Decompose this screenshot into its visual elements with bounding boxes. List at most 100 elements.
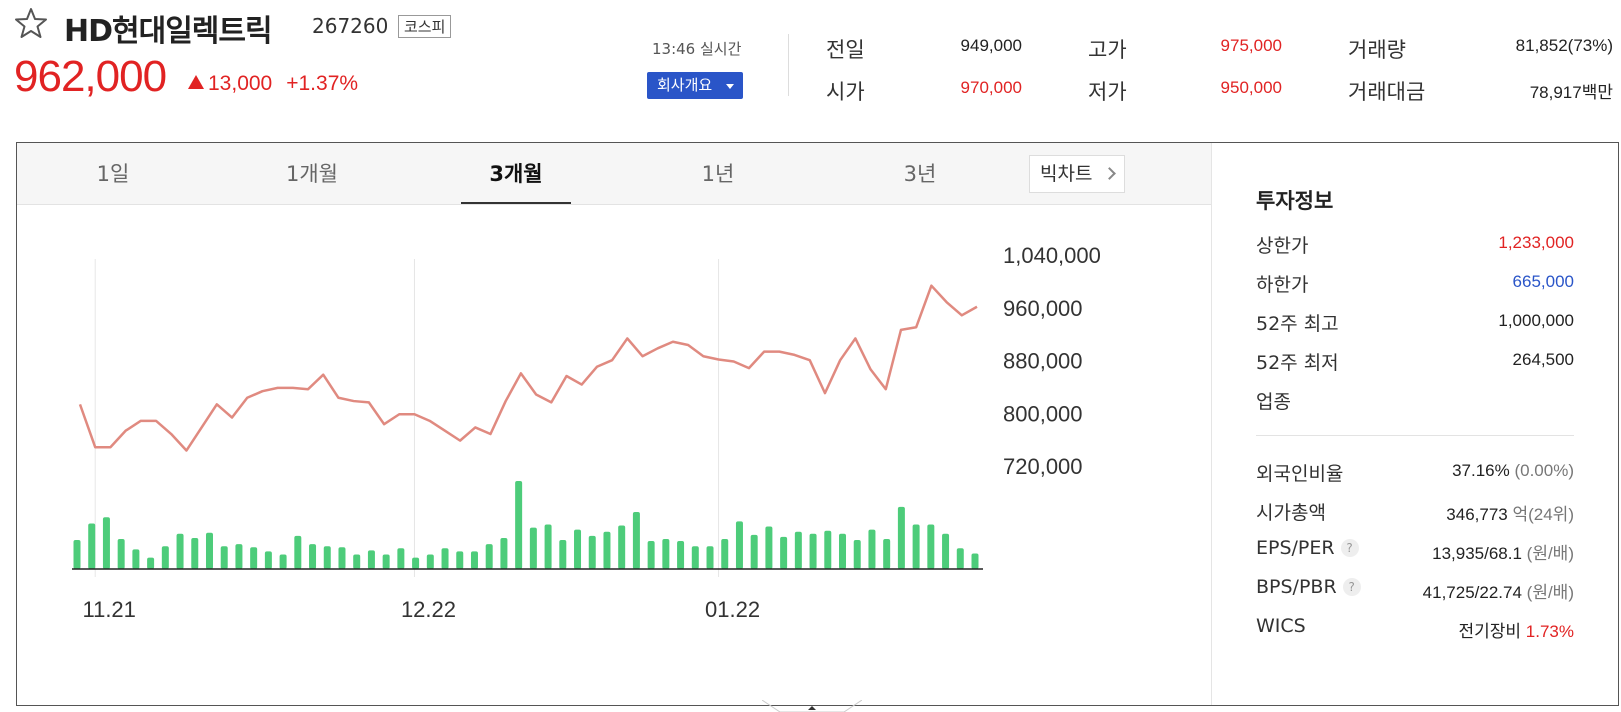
change-amount: 13,000	[208, 72, 273, 95]
caret-down-icon	[726, 84, 734, 89]
investment-row-main-value: 41,725/22.74	[1422, 583, 1522, 602]
stat-label-volume: 거래량	[1348, 38, 1406, 62]
investment-row-label-text: WICS	[1256, 615, 1306, 637]
volume-bar	[161, 546, 169, 569]
price-change: 13,000 +1.37%	[188, 72, 358, 96]
volume-bar	[250, 547, 258, 569]
investment-row-label: 업종	[1256, 391, 1291, 413]
volume-bar	[721, 538, 729, 569]
investment-row-value: 13,935/68.1 (원/배)	[1432, 539, 1574, 564]
volume-bar	[544, 524, 552, 569]
volume-bar	[73, 540, 81, 569]
investment-row: 52주 최고 1,000,000	[1256, 309, 1574, 335]
company-overview-label: 회사개요	[657, 76, 713, 94]
volume-bar	[942, 533, 950, 569]
volume-bar	[220, 546, 228, 569]
up-arrow-icon	[188, 75, 204, 89]
investment-row: 외국인비율 37.16% (0.00%)	[1256, 459, 1574, 486]
company-overview-button[interactable]: 회사개요	[647, 72, 743, 99]
volume-bar	[912, 524, 920, 569]
volume-bar	[294, 535, 302, 569]
volume-bar	[780, 536, 788, 569]
investment-row-label: EPS/PER?	[1256, 537, 1359, 559]
investment-row: 52주 최저 264,500	[1256, 348, 1574, 374]
volume-bar	[956, 548, 964, 569]
volume-bar	[176, 533, 184, 569]
volume-bar	[750, 534, 758, 569]
tab-1month[interactable]: 1개월	[285, 162, 338, 186]
price-chart[interactable]: 11.21 12.22 01.22 1,040,000 960,000 880,000 80…	[17, 205, 1211, 705]
help-icon[interactable]: ?	[1342, 578, 1361, 596]
volume-bar	[397, 548, 405, 569]
investment-row-label-text: 시가총액	[1256, 502, 1326, 524]
volume-bar	[102, 517, 110, 569]
x-tick-label: 01.22	[705, 597, 760, 622]
investment-row-sub-value: (원/배)	[1521, 544, 1574, 563]
volume-bar	[618, 525, 626, 569]
bigchart-button[interactable]: 빅차트	[1029, 155, 1125, 193]
investment-row-main-value: 37.16%	[1452, 461, 1510, 480]
volume-bar	[706, 546, 714, 569]
investment-row-value: 346,773 억(24위)	[1446, 500, 1574, 525]
volume-bar	[279, 554, 287, 569]
volume-bar	[897, 506, 905, 569]
divider	[1211, 143, 1212, 705]
volume-bar	[853, 540, 861, 569]
investment-row-main-value: 전기장비	[1458, 622, 1522, 641]
tab-3month[interactable]: 3개월	[489, 162, 543, 186]
investment-row: EPS/PER? 13,935/68.1 (원/배)	[1256, 537, 1574, 564]
volume-bar	[603, 531, 611, 569]
volume-bar	[485, 544, 493, 569]
volume-bar	[735, 521, 743, 569]
investment-row-main-value: 346,773	[1446, 505, 1508, 524]
investment-row-label: 상한가	[1256, 235, 1309, 257]
stat-value-volume: 81,852(73%)	[1515, 36, 1613, 55]
volume-bar	[559, 540, 567, 569]
y-tick-label: 720,000	[1003, 454, 1083, 479]
stat-value-high: 975,000	[1220, 36, 1282, 55]
volume-bar	[323, 546, 331, 569]
tab-3year[interactable]: 3년	[903, 162, 937, 186]
stat-label-trade-value: 거래대금	[1348, 80, 1426, 104]
chevron-right-icon	[1103, 167, 1116, 180]
market-badge: 코스피	[398, 15, 452, 38]
investment-row-label: 외국인비율	[1256, 459, 1343, 486]
volume-bar	[441, 548, 449, 569]
y-tick-label: 960,000	[1003, 296, 1083, 321]
volume-bar	[809, 533, 817, 569]
stat-label-prev-close: 전일	[826, 38, 865, 62]
volume-bar	[647, 541, 655, 569]
investment-row-value: 41,725/22.74 (원/배)	[1423, 578, 1574, 603]
volume-bar	[470, 551, 478, 569]
volume-bar	[500, 537, 508, 569]
period-tabs: 1일 1개월 3개월 1년 3년 빅차트	[17, 143, 1211, 205]
investment-row: 하한가 665,000	[1256, 270, 1574, 296]
volume-bar	[824, 530, 832, 569]
help-icon[interactable]: ?	[1340, 539, 1359, 557]
tab-1day[interactable]: 1일	[96, 162, 130, 186]
volume-bar	[588, 535, 596, 569]
investment-row-value: 665,000	[1512, 272, 1574, 291]
volume-bar	[382, 554, 390, 569]
y-tick-label: 880,000	[1003, 349, 1083, 374]
volume-bar	[883, 538, 891, 569]
investment-info-title: 투자정보	[1256, 189, 1334, 213]
investment-row-label-text: EPS/PER	[1256, 537, 1335, 559]
investment-row-label: 시가총액	[1256, 498, 1326, 525]
volume-bar	[839, 533, 847, 569]
investment-row-label: 52주 최저	[1256, 352, 1339, 374]
stat-value-open: 970,000	[960, 78, 1022, 97]
stock-name[interactable]: HD현대일렉트릭	[64, 14, 273, 49]
collapse-arrow-icon[interactable]	[762, 700, 862, 712]
favorite-star-icon[interactable]	[14, 6, 48, 40]
volume-bar	[456, 551, 464, 569]
tab-1year[interactable]: 1년	[701, 162, 735, 186]
volume-bar	[117, 538, 125, 569]
y-tick-label: 1,040,000	[1003, 243, 1101, 268]
y-tick-label: 800,000	[1003, 401, 1083, 426]
investment-row-value: 264,500	[1512, 350, 1574, 369]
volume-bar	[205, 532, 213, 569]
x-tick-label: 12.22	[401, 597, 456, 622]
investment-row-label: 하한가	[1256, 274, 1309, 296]
